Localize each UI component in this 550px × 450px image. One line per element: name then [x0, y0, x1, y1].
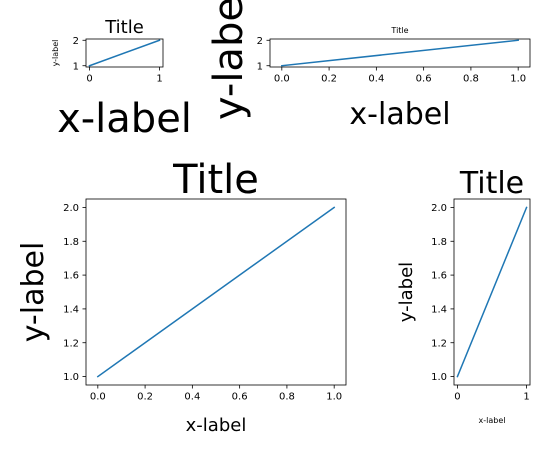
x-axis-label: x-label	[479, 416, 506, 425]
y-tick-label: 1	[73, 61, 79, 72]
x-tick-label: 0.6	[232, 392, 248, 403]
y-tick-label: 2.0	[431, 203, 447, 214]
x-axis-label: x-label	[57, 96, 192, 142]
x-tick-label: 0.4	[184, 392, 200, 403]
series-line	[280, 39, 520, 67]
series-line	[88, 39, 161, 67]
y-tick-label: 1.2	[431, 338, 447, 349]
axes-frame	[453, 198, 531, 386]
x-tick-label: 0.0	[274, 74, 290, 85]
x-tick-label: 1	[523, 392, 529, 403]
x-tick-label: 0.6	[416, 74, 432, 85]
chart-title: Title	[390, 26, 408, 35]
x-tick-label: 0.0	[90, 392, 106, 403]
y-axis-label: y-label	[51, 40, 60, 67]
subplot-4: 0 1 1.0 1.2 1.4 1.6 1.8 2.0 Title x-label y-label	[396, 166, 531, 425]
y-tick-label: 1.6	[431, 271, 447, 282]
chart-title: Title	[172, 157, 259, 203]
axes-frame	[85, 198, 347, 386]
x-tick-label: 0.2	[137, 392, 153, 403]
x-axis-label: x-label	[349, 97, 450, 132]
y-axis-label: y-label	[206, 0, 252, 120]
x-tick-label: 0.4	[368, 74, 384, 85]
series-line	[96, 206, 336, 378]
subplot-2: 0.0 0.2 0.4 0.6 0.8 1.0 1 2 Title x-label y-label	[206, 0, 531, 132]
x-tick-label: 1.0	[510, 74, 526, 85]
x-tick-label: 0.8	[279, 392, 295, 403]
y-tick-label: 2.0	[63, 203, 79, 214]
y-axis-label: y-label	[396, 262, 417, 322]
x-tick-label: 1.0	[326, 392, 342, 403]
subplot-3: 0.0 0.2 0.4 0.6 0.8 1.0 1.0 1.2 1.4 1.6 1.8 2.0 Titl…	[16, 157, 347, 436]
y-tick-label: 2	[257, 36, 263, 47]
y-tick-label: 2	[73, 36, 79, 47]
y-tick-label: 1.4	[431, 305, 447, 316]
y-tick-label: 1.6	[63, 271, 79, 282]
axes-frame	[269, 38, 531, 68]
x-tick-label: 0.2	[321, 74, 337, 85]
y-tick-label: 1.8	[63, 237, 79, 248]
axes-frame	[85, 38, 164, 68]
y-axis-label: y-label	[16, 242, 51, 343]
y-tick-label: 1.2	[63, 338, 79, 349]
series-line	[456, 206, 528, 378]
chart-title: Title	[104, 17, 144, 38]
y-tick-label: 1.0	[63, 372, 79, 383]
y-tick-label: 1.8	[431, 237, 447, 248]
x-tick-label: 1	[156, 74, 162, 85]
y-tick-label: 1.0	[431, 372, 447, 383]
x-tick-label: 0	[454, 392, 460, 403]
y-tick-label: 1	[257, 61, 263, 72]
chart-title: Title	[459, 166, 524, 201]
y-tick-label: 1.4	[63, 305, 79, 316]
x-tick-label: 0	[86, 74, 92, 85]
x-tick-label: 0.8	[463, 74, 479, 85]
x-axis-label: x-label	[186, 415, 247, 436]
